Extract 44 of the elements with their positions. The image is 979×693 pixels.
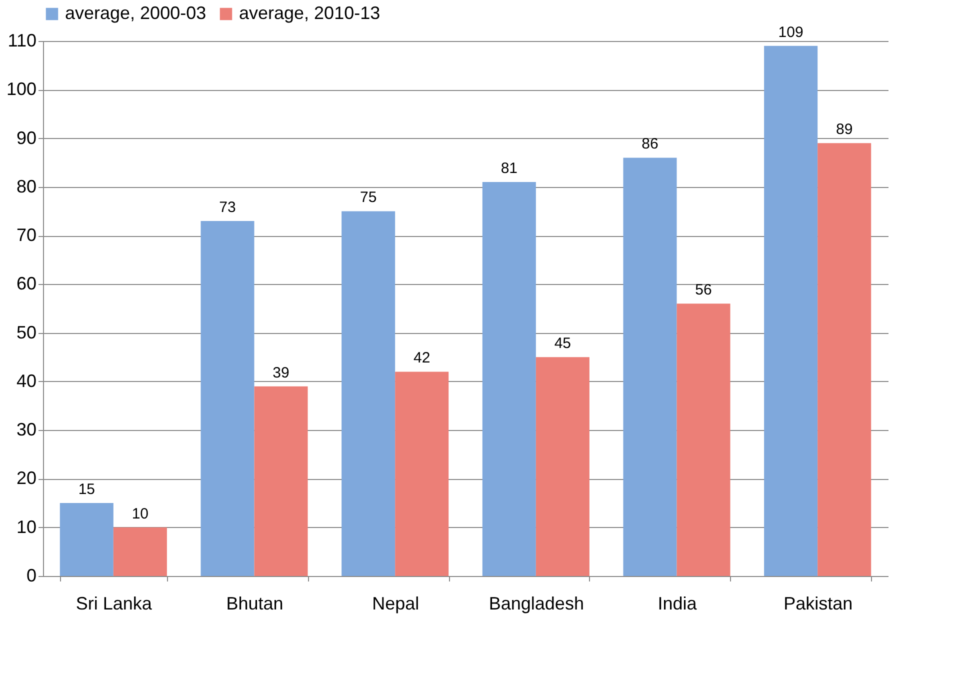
legend-label: average, 2000-03 — [65, 3, 206, 23]
data-label: 75 — [360, 189, 377, 206]
y-tick-label: 60 — [16, 274, 36, 294]
data-label: 42 — [414, 350, 430, 367]
bar — [60, 503, 114, 576]
bar — [395, 372, 449, 576]
y-tick-label: 80 — [16, 176, 36, 196]
data-label: 39 — [272, 364, 290, 382]
y-tick-label: 100 — [6, 79, 36, 100]
data-label: 10 — [132, 505, 149, 522]
y-tick-label: 30 — [16, 420, 36, 440]
legend-label: average, 2010-13 — [239, 3, 380, 23]
bar — [818, 143, 872, 576]
data-label: 89 — [836, 121, 853, 138]
bar — [200, 220, 254, 576]
bar — [623, 158, 677, 576]
y-tick-label: 50 — [16, 322, 36, 342]
data-label: 86 — [642, 136, 658, 153]
data-label: 15 — [78, 481, 95, 498]
y-tick-label: 90 — [16, 128, 36, 148]
bar — [536, 357, 590, 576]
x-tick-label: Nepal — [372, 594, 420, 614]
y-tick-label: 40 — [16, 370, 36, 391]
y-tick-label: 20 — [16, 468, 36, 488]
bar — [482, 182, 536, 576]
bar — [342, 211, 396, 576]
data-label: 56 — [695, 282, 712, 299]
data-label: 81 — [500, 160, 518, 178]
bar — [676, 304, 730, 576]
x-tick-label: Sri Lanka — [76, 594, 153, 614]
y-tick-label: 110 — [8, 30, 36, 50]
x-tick-label: Pakistan — [784, 594, 853, 614]
x-tick-label: Bhutan — [226, 594, 284, 614]
bar — [254, 386, 308, 576]
bar — [113, 527, 167, 576]
y-tick-label: 0 — [26, 566, 36, 586]
y-tick-label: 70 — [16, 225, 36, 246]
data-label: 73 — [219, 198, 236, 216]
data-label: 45 — [554, 335, 572, 352]
bar — [764, 46, 818, 576]
data-label: 109 — [778, 24, 804, 41]
x-tick-label: India — [658, 594, 698, 614]
y-tick-label: 10 — [16, 516, 36, 537]
x-tick-label: Bangladesh — [488, 594, 584, 614]
